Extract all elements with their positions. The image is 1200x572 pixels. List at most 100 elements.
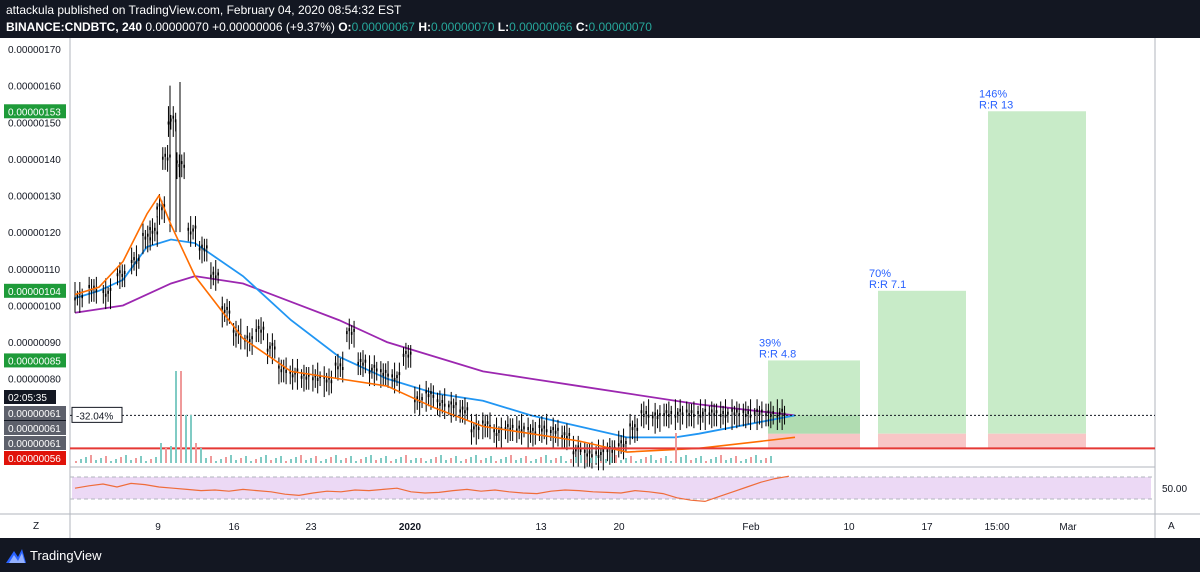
change-tag-label: -32.04% [76, 411, 113, 422]
volume-bar [270, 460, 272, 463]
candle-body [427, 394, 430, 398]
low-value: 0.00000066 [509, 20, 573, 34]
candle-body [636, 427, 639, 431]
volume-bar [450, 458, 452, 463]
volume-bar [340, 460, 342, 463]
candle-body [489, 424, 491, 428]
candle-body [541, 428, 543, 432]
volume-bar [275, 458, 277, 463]
volume-bar [605, 459, 607, 463]
candle-body [668, 413, 670, 417]
price-tag-label: 0.00000061 [8, 439, 61, 450]
ma-purple-line [74, 275, 796, 417]
y-tick-label: 0.00000130 [8, 192, 61, 203]
candle-body [507, 424, 509, 428]
candle-body [622, 443, 625, 447]
volume-bar [330, 457, 332, 463]
target-rr-label: R:R 4.8 [759, 348, 796, 360]
target-percent-label: 70% [869, 268, 891, 280]
y-tick-label: 0.00000090 [8, 338, 61, 349]
symbol-name: BINANCE:CNDBTC, 240 [6, 20, 143, 34]
volume-bar [210, 456, 212, 463]
candle-body [398, 372, 401, 376]
candle-body [76, 294, 79, 298]
candle-body [545, 429, 548, 433]
zoom-corner-label[interactable]: Z [33, 521, 39, 532]
candle-body [631, 427, 634, 431]
volume-bar [75, 461, 77, 463]
candle-body [109, 287, 112, 291]
candle-body [617, 443, 620, 447]
candle-body [282, 366, 285, 370]
candle-body [710, 409, 713, 413]
candle-body [201, 244, 203, 248]
price-tag-label: 0.00000061 [8, 409, 61, 420]
candle-body [373, 364, 376, 368]
volume-bar [215, 461, 217, 463]
candle-body [685, 409, 688, 413]
candle-body [656, 416, 659, 420]
volume-bar [745, 459, 747, 463]
candle-body [477, 427, 480, 431]
auto-scale-label[interactable]: A [1168, 521, 1175, 532]
price-chart[interactable]: 0.00000170 0.00000160 0.00000150 0.00000140… [0, 38, 1200, 538]
publish-info: attackula published on TradingView.com, … [6, 3, 402, 17]
open-value: 0.00000067 [351, 20, 415, 34]
candle-body [312, 377, 314, 381]
candle-body [473, 426, 475, 430]
candle-body [611, 449, 614, 453]
volume-bar [665, 456, 667, 463]
candle-body [316, 378, 319, 381]
volume-bar [315, 456, 317, 463]
candle-body [742, 410, 745, 414]
candle-body [232, 329, 235, 333]
tradingview-logo-icon [6, 549, 26, 563]
candle-body [744, 413, 747, 417]
volume-bar [400, 457, 402, 463]
target-rr-label: R:R 7.1 [869, 279, 906, 291]
candle-body [133, 257, 135, 261]
volume-bar [595, 456, 597, 463]
candle-body [557, 427, 559, 431]
price-tag-label: 0.00000056 [8, 454, 61, 465]
volume-bar [515, 460, 517, 463]
volume-bar [620, 460, 622, 463]
volume-bar [135, 458, 137, 463]
volume-bar [325, 459, 327, 463]
candle-body [348, 328, 351, 332]
candle-body [679, 408, 681, 412]
volume-bar [415, 458, 417, 463]
candle-body [116, 273, 119, 277]
volume-bar [250, 461, 252, 463]
candle-body [255, 328, 258, 332]
candle-body [228, 310, 231, 314]
volume-bar [430, 459, 432, 463]
candle-body [486, 421, 489, 425]
candle-body [606, 449, 609, 453]
candle-body [328, 376, 330, 380]
candle-body [206, 245, 208, 249]
candle-body [727, 411, 729, 415]
volume-bar [695, 458, 697, 463]
candle-body [289, 370, 292, 374]
candle-body [178, 164, 181, 168]
volume-bar [600, 461, 602, 463]
volume-bar [410, 460, 412, 463]
chart-area[interactable]: 0.00000170 0.00000160 0.00000150 0.00000140… [0, 38, 1200, 538]
volume-bar [765, 458, 767, 463]
candle-body [203, 248, 206, 252]
candle-body [330, 380, 333, 384]
volume-bar [505, 457, 507, 463]
volume-bar [190, 415, 192, 463]
candle-body [88, 284, 90, 288]
y-tick-label: 0.00000080 [8, 375, 61, 386]
x-tick-label: 13 [535, 522, 547, 533]
volume-bar [175, 371, 177, 463]
volume-bar [200, 448, 202, 463]
close-label: C: [575, 20, 589, 34]
candle-body [380, 369, 382, 373]
candle-body [294, 371, 296, 375]
volume-bar [255, 459, 257, 463]
price-tag-label: 0.00000085 [8, 356, 61, 367]
candle-body [591, 454, 593, 458]
